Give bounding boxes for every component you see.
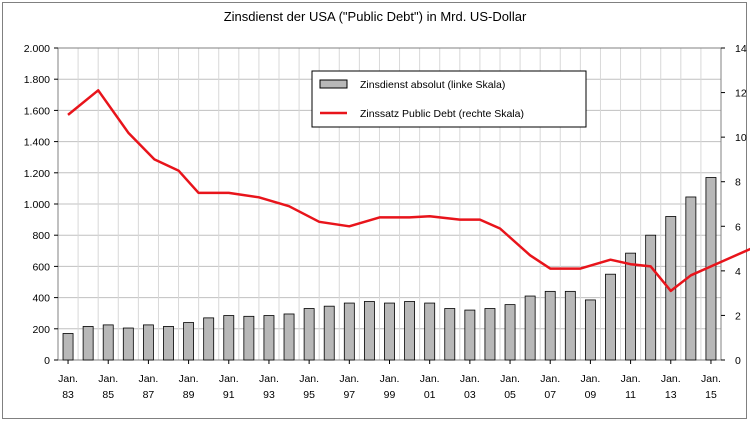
- x-tick-label-year: 05: [504, 389, 516, 401]
- bar: [62, 333, 74, 361]
- left-tick-label: 800: [32, 230, 50, 242]
- x-tick-label-month: Jan.: [621, 373, 641, 385]
- line-series: [67, 89, 750, 293]
- legend-line-label: Zinssatz Public Debt (rechte Skala): [360, 108, 524, 120]
- bar: [584, 299, 596, 361]
- left-tick-label: 600: [32, 261, 50, 273]
- legend-bar-swatch: [319, 79, 348, 89]
- bar: [605, 273, 616, 361]
- left-tick-label: 2.000: [24, 43, 50, 55]
- left-tick-label: 1.600: [24, 105, 50, 117]
- x-tick-label-year: 07: [544, 389, 556, 401]
- x-tick-label-year: 85: [102, 389, 114, 401]
- x-tick-label-month: Jan.: [500, 373, 520, 385]
- x-tick-label-month: Jan.: [661, 373, 681, 385]
- x-tick-label-month: Jan.: [339, 373, 359, 385]
- x-tick-label-year: 87: [143, 389, 155, 401]
- bar: [564, 290, 576, 361]
- right-tick-label: 4: [735, 266, 741, 278]
- x-tick-label-month: Jan.: [701, 373, 721, 385]
- bar: [645, 234, 657, 361]
- bar: [504, 304, 516, 361]
- bar: [122, 327, 134, 361]
- legend-bar-label: Zinsdienst absolut (linke Skala): [360, 79, 505, 91]
- x-tick-label-year: 93: [263, 389, 275, 401]
- right-axis: 0 2 4 6 8 10 12 14: [721, 43, 747, 367]
- right-tick-label: 12: [735, 88, 747, 100]
- x-tick-label-year: 15: [705, 389, 717, 401]
- bar: [625, 252, 637, 361]
- x-tick-label-year: 99: [384, 389, 396, 401]
- right-tick-label: 2: [735, 310, 741, 322]
- bar: [303, 308, 315, 361]
- bar: [163, 326, 174, 361]
- x-tick-label-month: Jan.: [380, 373, 400, 385]
- x-tick-label-month: Jan.: [219, 373, 239, 385]
- left-tick-label: 0: [44, 355, 50, 367]
- bar: [263, 315, 275, 361]
- x-tick-label-month: Jan.: [420, 373, 440, 385]
- x-tick-label-month: Jan.: [580, 373, 600, 385]
- x-tick-label-month: Jan.: [58, 373, 78, 385]
- left-tick-label: 400: [32, 293, 50, 305]
- legend-box: [311, 70, 587, 128]
- bar: [444, 308, 456, 361]
- x-axis: Jan. 83 Jan. 85 Jan. 87 Jan. 89 Jan. 91 Jan. 93 Jan.…: [58, 360, 721, 401]
- x-tick-label-year: 97: [343, 389, 355, 401]
- x-tick-label-year: 89: [183, 389, 195, 401]
- legend: Zinsdienst absolut (linke Skala) Zinssat…: [311, 70, 587, 128]
- left-tick-label: 1.000: [24, 199, 50, 211]
- right-tick-label: 14: [735, 43, 747, 55]
- x-tick-label-month: Jan.: [138, 373, 158, 385]
- x-tick-label-month: Jan.: [460, 373, 480, 385]
- x-tick-label-month: Jan.: [259, 373, 279, 385]
- left-tick-label: 200: [32, 324, 50, 336]
- bar: [223, 315, 235, 361]
- bar: [82, 326, 94, 361]
- x-tick-label-year: 11: [625, 389, 636, 401]
- interest-rate-line: [67, 89, 750, 293]
- right-tick-label: 10: [735, 132, 747, 144]
- right-tick-label: 6: [735, 221, 741, 233]
- bar-series: [62, 177, 717, 361]
- bar: [484, 308, 496, 361]
- bar: [464, 309, 476, 361]
- x-tick-label-year: 13: [665, 389, 677, 401]
- bar: [203, 317, 215, 361]
- bar: [384, 302, 395, 361]
- bar: [243, 315, 255, 361]
- bar: [363, 301, 375, 361]
- x-tick-label-month: Jan.: [299, 373, 319, 385]
- x-tick-label-month: Jan.: [98, 373, 118, 385]
- left-tick-label: 1.400: [24, 137, 50, 149]
- bar: [183, 322, 195, 361]
- bar: [404, 301, 416, 361]
- grid: [57, 47, 722, 361]
- left-axis: 0 200 400 600 800 1.000 1.200 1.400 1.600 1.800 2.…: [24, 43, 58, 367]
- bar: [142, 324, 154, 361]
- x-tick-label-month: Jan.: [540, 373, 560, 385]
- x-tick-label-year: 03: [464, 389, 476, 401]
- bar: [323, 305, 335, 361]
- x-tick-label-year: 91: [223, 389, 235, 401]
- chart-title: Zinsdienst der USA ("Public Debt") in Mr…: [223, 9, 527, 24]
- bar: [283, 313, 295, 361]
- bar: [544, 290, 556, 361]
- bar: [343, 302, 355, 361]
- x-tick-label-year: 95: [303, 389, 315, 401]
- left-tick-label: 1.200: [24, 168, 50, 180]
- x-tick-label-month: Jan.: [179, 373, 199, 385]
- bar: [424, 302, 436, 361]
- x-tick-label-year: 09: [585, 389, 597, 401]
- bar: [102, 324, 114, 361]
- x-tick-label-year: 83: [62, 389, 74, 401]
- x-tick-label-year: 01: [424, 389, 436, 401]
- right-tick-label: 8: [735, 177, 741, 189]
- bar: [524, 295, 536, 361]
- left-tick-label: 1.800: [24, 74, 50, 86]
- right-tick-label: 0: [735, 355, 741, 367]
